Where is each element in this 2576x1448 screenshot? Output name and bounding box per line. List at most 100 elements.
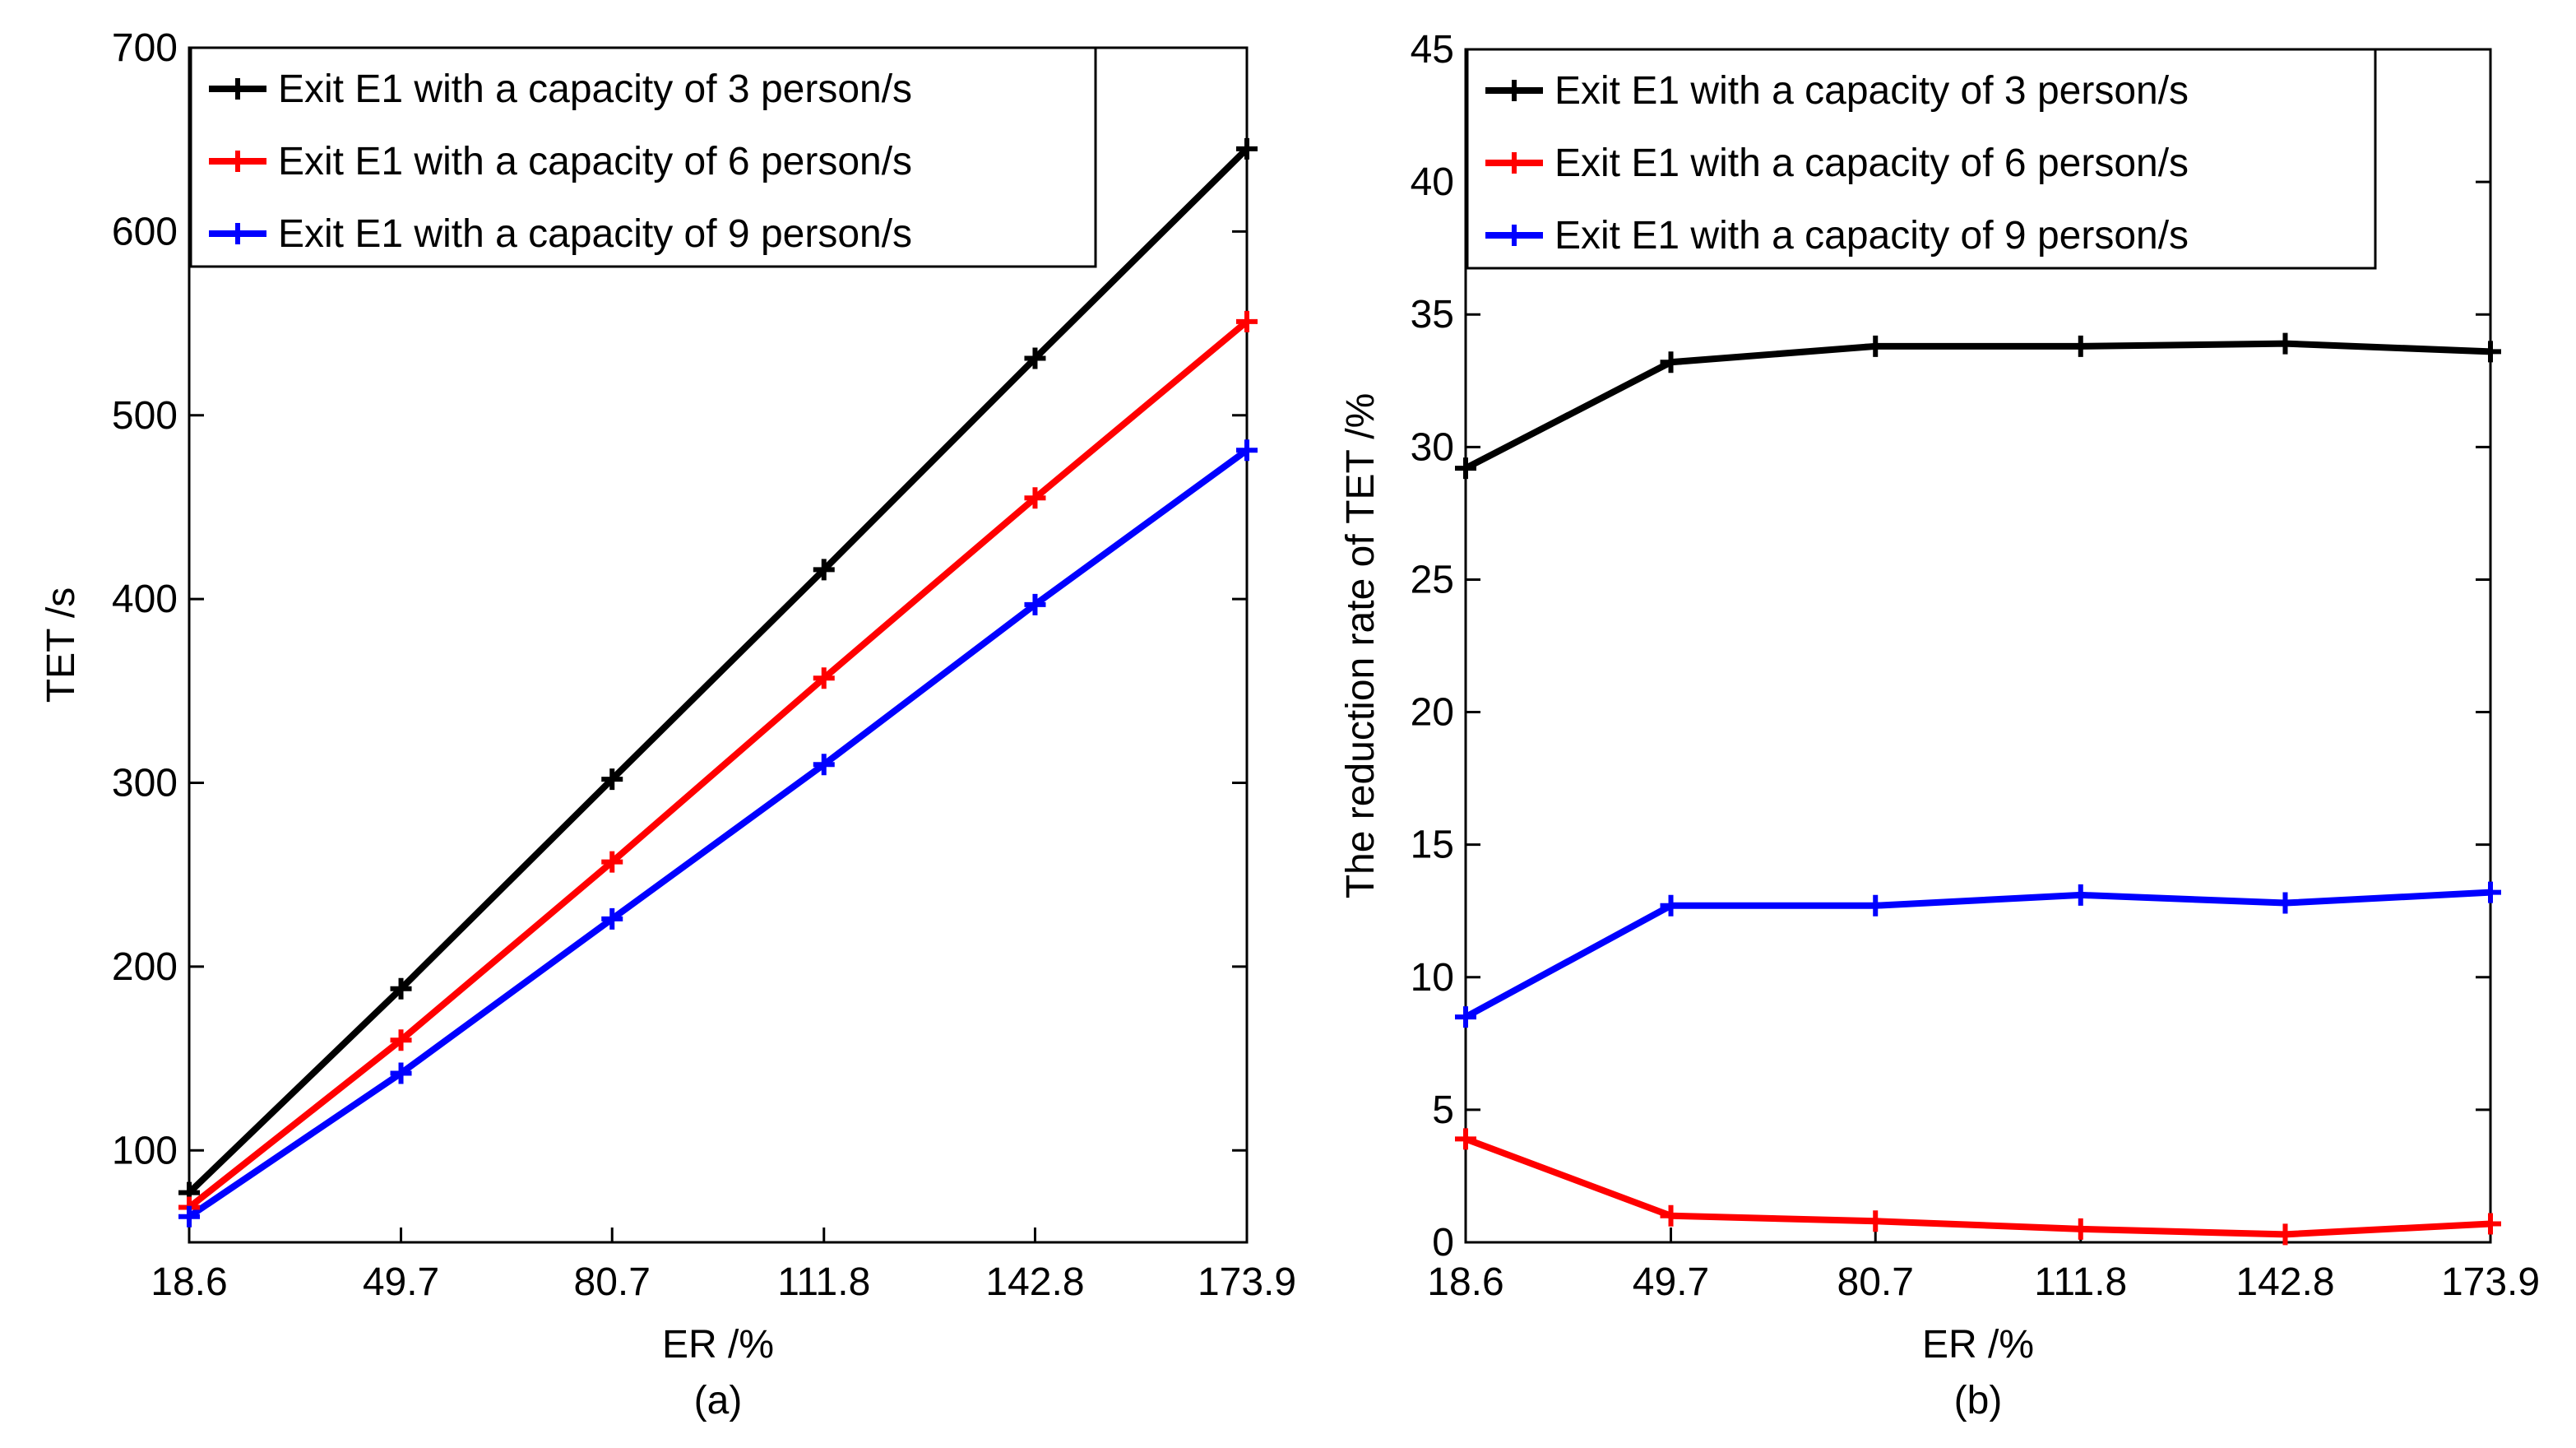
y-axis-ticks: 0 5 10 15 20 25 30 35 40 45 <box>1411 28 2490 1265</box>
x-tick-label: 111.8 <box>2034 1260 2127 1304</box>
y-axis-label: TET /s <box>39 587 83 703</box>
x-tick-label: 173.9 <box>1198 1260 1296 1304</box>
series-line-2 <box>187 318 1249 1210</box>
data-point-marker <box>178 1205 200 1228</box>
x-tick-label: 80.7 <box>1837 1260 1914 1304</box>
data-point-marker <box>1660 351 1682 374</box>
data-point-marker <box>1660 1204 1682 1227</box>
y-tick-label: 5 <box>1432 1088 1454 1132</box>
y-axis-ticks: 100 200 300 400 500 600 700 <box>112 26 1247 1172</box>
legend-box <box>1466 48 2377 270</box>
data-point-marker <box>2069 884 2092 906</box>
data-point-marker <box>1455 1006 1476 1028</box>
data-point-marker <box>1455 457 1476 480</box>
data-point-marker <box>1660 894 1682 917</box>
data-point-marker <box>1024 593 1046 615</box>
y-tick-label: 0 <box>1432 1221 1454 1265</box>
data-point-marker <box>2274 1223 2296 1246</box>
data-point-marker <box>2274 332 2296 355</box>
data-point-marker <box>2069 335 2092 357</box>
data-point-marker <box>1865 1210 1887 1232</box>
x-tick-label: 18.6 <box>151 1260 227 1304</box>
x-axis-ticks: 18.6 49.7 80.7 111.8 142.8 173.9 <box>151 48 1296 1304</box>
legend-marker <box>227 78 248 100</box>
legend-marker <box>227 223 248 244</box>
data-point-marker <box>390 1029 412 1051</box>
y-tick-label: 10 <box>1411 956 1454 1000</box>
legend-label: Exit E1 with a capacity of 9 person/s <box>1554 214 2189 258</box>
y-tick-label: 20 <box>1411 691 1454 735</box>
x-tick-label: 18.6 <box>1427 1260 1503 1304</box>
y-tick-label: 15 <box>1411 824 1454 867</box>
series-markers <box>178 137 1258 1228</box>
y-tick-label: 600 <box>112 210 178 253</box>
data-point-marker <box>1236 310 1258 332</box>
legend-label: Exit E1 with a capacity of 6 person/s <box>1554 142 2189 185</box>
series-markers <box>1455 332 2501 1246</box>
legend-marker <box>1503 80 1525 101</box>
legend-label: Exit E1 with a capacity of 3 person/s <box>278 67 912 111</box>
data-point-marker <box>2480 1213 2501 1235</box>
legend-label: Exit E1 with a capacity of 6 person/s <box>278 140 912 183</box>
data-point-marker <box>2069 1218 2092 1240</box>
y-tick-label: 35 <box>1411 293 1454 336</box>
x-tick-label: 173.9 <box>2441 1260 2540 1304</box>
y-axis-label: The reduction rate of TET /% <box>1339 393 1383 899</box>
legend: Exit E1 with a capacity of 3 person/s Exi… <box>209 67 912 256</box>
panel-label: (b) <box>1954 1379 2003 1422</box>
data-point-marker <box>813 559 835 581</box>
data-point-marker <box>813 667 835 689</box>
y-tick-label: 100 <box>112 1129 178 1172</box>
data-point-marker <box>1865 335 1887 357</box>
y-tick-label: 200 <box>112 945 178 989</box>
x-axis-label: ER /% <box>662 1323 774 1367</box>
series-line-2 <box>1464 1135 2491 1238</box>
x-tick-label: 49.7 <box>363 1260 439 1304</box>
data-point-marker <box>1455 1128 1476 1150</box>
legend: Exit E1 with a capacity of 3 person/s Exi… <box>1485 69 2189 258</box>
series-lines <box>1464 340 2491 1238</box>
data-point-marker <box>601 768 623 791</box>
panel-label: (a) <box>694 1379 743 1422</box>
y-tick-label: 25 <box>1411 558 1454 601</box>
y-tick-label: 45 <box>1411 28 1454 72</box>
data-point-marker <box>813 754 835 776</box>
y-tick-label: 500 <box>112 394 178 438</box>
legend-label: Exit E1 with a capacity of 3 person/s <box>1554 69 2189 113</box>
legend-box <box>189 46 1097 268</box>
y-tick-label: 30 <box>1411 425 1454 469</box>
x-axis-label: ER /% <box>1922 1323 2034 1367</box>
y-tick-label: 40 <box>1411 160 1454 204</box>
legend-marker <box>1503 152 1525 174</box>
x-tick-label: 142.8 <box>985 1260 1084 1304</box>
data-point-marker <box>390 977 412 1000</box>
series-line-3 <box>1464 889 2491 1020</box>
x-tick-label: 111.8 <box>777 1260 870 1304</box>
data-point-marker <box>1024 487 1046 509</box>
legend-label: Exit E1 with a capacity of 9 person/s <box>278 212 912 256</box>
x-tick-label: 49.7 <box>1633 1260 1709 1304</box>
data-point-marker <box>601 851 623 873</box>
y-tick-label: 700 <box>112 26 178 70</box>
series-line-1 <box>1464 340 2491 471</box>
data-point-marker <box>1865 894 1887 917</box>
data-point-marker <box>1236 137 1258 160</box>
data-point-marker <box>2480 881 2501 903</box>
data-point-marker <box>2480 341 2501 363</box>
data-point-marker <box>601 907 623 930</box>
series-lines <box>187 146 1249 1220</box>
legend-marker <box>227 151 248 172</box>
data-point-marker <box>1024 347 1046 369</box>
y-tick-label: 300 <box>112 762 178 805</box>
series-line-3 <box>187 447 1249 1220</box>
y-tick-label: 400 <box>112 578 178 621</box>
x-tick-label: 142.8 <box>2235 1260 2334 1304</box>
data-point-marker <box>390 1062 412 1084</box>
data-point-marker <box>1236 439 1258 462</box>
data-point-marker <box>2274 892 2296 914</box>
legend-marker <box>1503 225 1525 246</box>
x-tick-label: 80.7 <box>574 1260 651 1304</box>
chart-panel-b: 0 5 10 15 20 25 30 35 40 45 18.6 49.7 80.7 111.8 142.… <box>1339 28 2540 1422</box>
